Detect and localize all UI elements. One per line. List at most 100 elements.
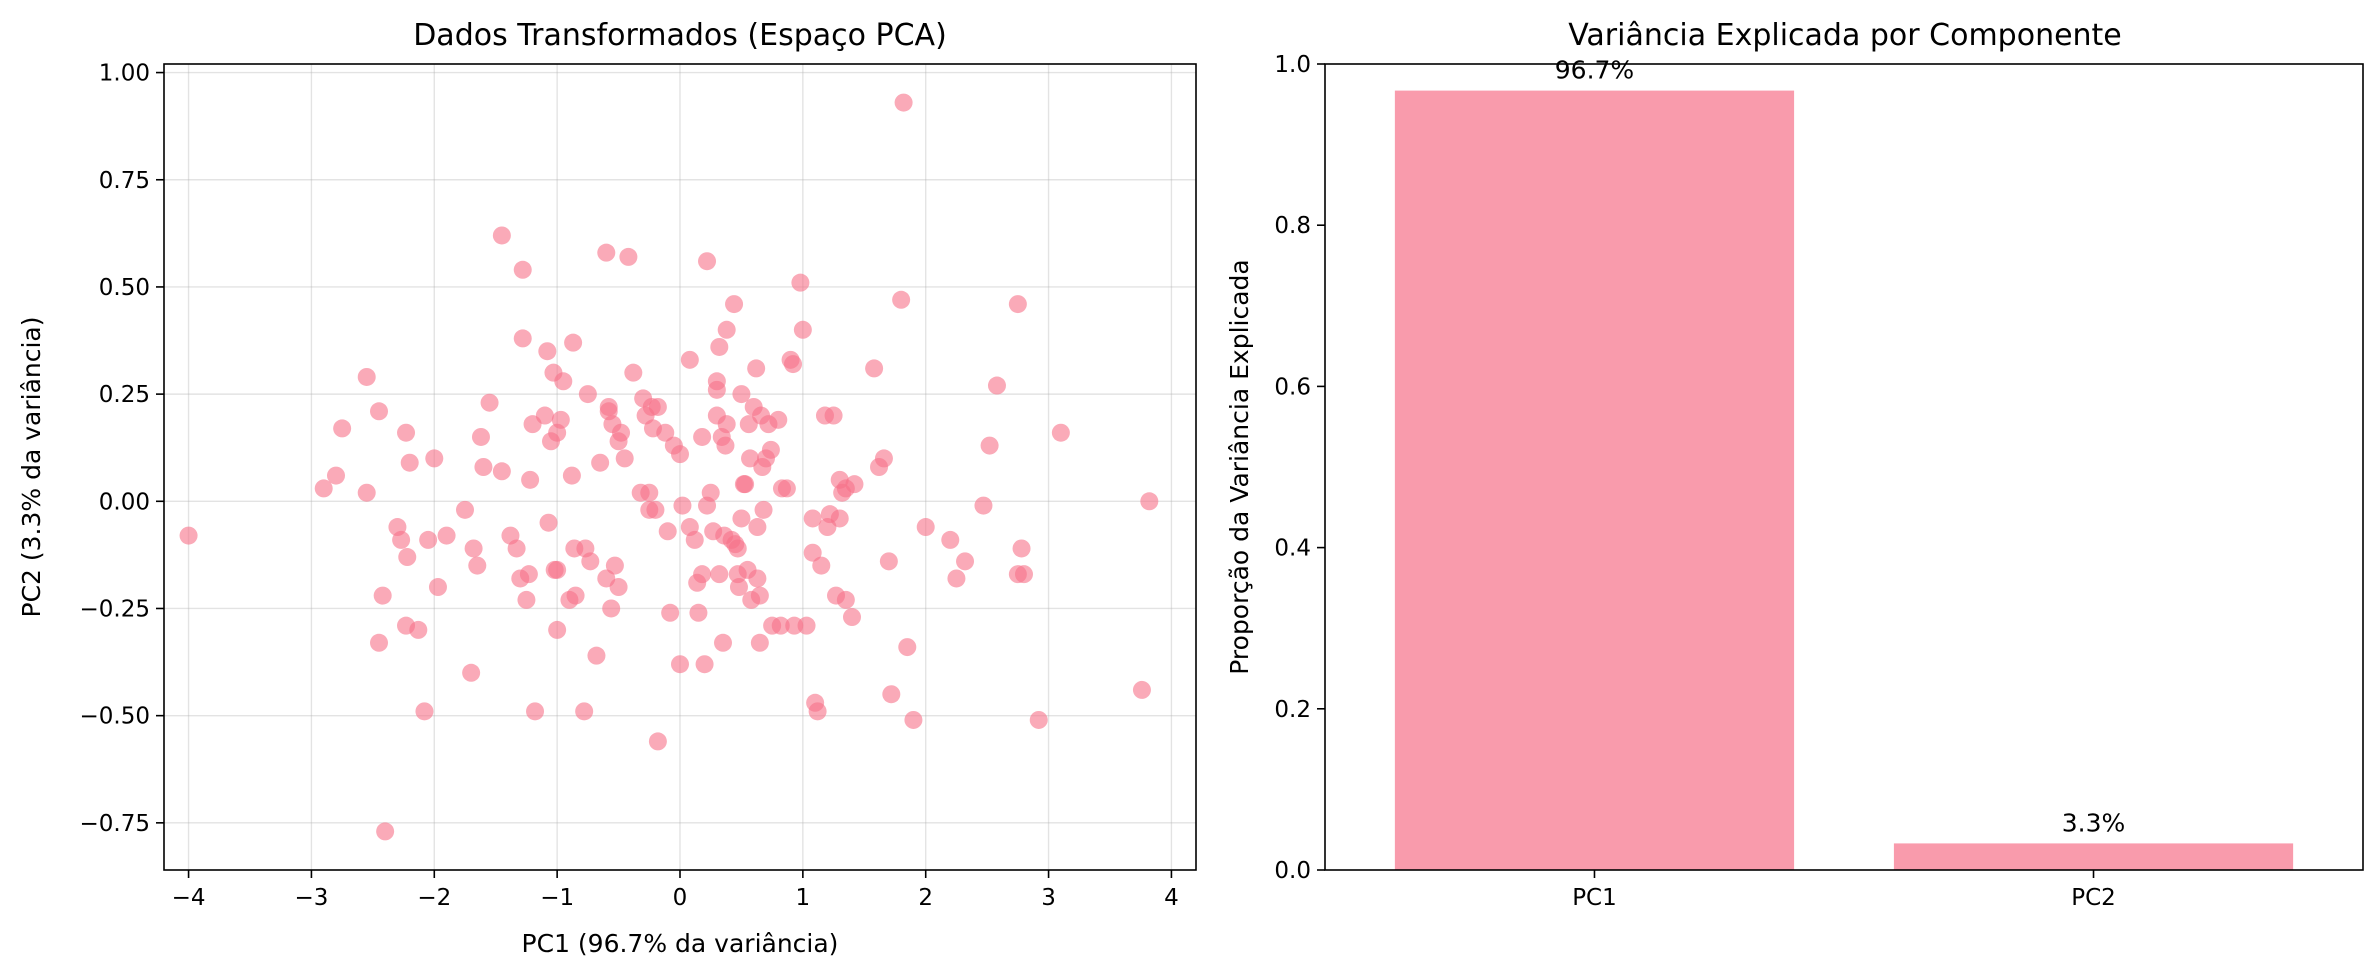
scatter-point bbox=[400, 453, 419, 472]
bar-pc2 bbox=[1893, 843, 2294, 870]
scatter-point bbox=[803, 543, 822, 562]
scatter-point bbox=[419, 530, 438, 549]
scatter-point bbox=[750, 586, 769, 605]
scatter-x-tick-label: 2 bbox=[918, 885, 933, 911]
scatter-point bbox=[564, 333, 583, 352]
scatter-point bbox=[710, 337, 729, 356]
scatter-point bbox=[728, 539, 747, 558]
scatter-point bbox=[179, 526, 198, 545]
scatter-point bbox=[526, 702, 545, 721]
scatter-point bbox=[370, 633, 388, 652]
scatter-point bbox=[894, 93, 913, 112]
scatter-point bbox=[370, 402, 388, 421]
scatter-point bbox=[698, 252, 717, 271]
scatter-point bbox=[916, 518, 935, 537]
scatter-point bbox=[513, 329, 532, 348]
scatter-point bbox=[736, 475, 755, 494]
scatter-point bbox=[609, 578, 628, 597]
scatter-point bbox=[714, 633, 732, 652]
scatter-point bbox=[464, 539, 483, 558]
scatter-point bbox=[578, 385, 597, 404]
scatter-point bbox=[974, 496, 993, 515]
scatter-point bbox=[648, 397, 667, 416]
scatter-point bbox=[597, 243, 616, 262]
scatter-x-tick-label: 0 bbox=[673, 885, 688, 911]
scatter-y-tick-label: 0.50 bbox=[99, 275, 150, 301]
scatter-y-ticks: −0.75 −0.50 −0.25 0.00 0.25 0.50 0.75 1.00 bbox=[80, 61, 164, 837]
scatter-point bbox=[803, 509, 822, 528]
bar-x-ticks: PC1 PC2 bbox=[1572, 870, 2116, 911]
bar-pc1 bbox=[1394, 90, 1795, 870]
scatter-panel: Dados Transformados (Espaço PCA) −4 −3 −2−… bbox=[17, 18, 1197, 958]
scatter-title: Dados Transformados (Espaço PCA) bbox=[413, 18, 947, 53]
scatter-point bbox=[701, 483, 720, 502]
bar-y-tick-label: 0.6 bbox=[1274, 374, 1311, 400]
scatter-y-tick-label: 0.75 bbox=[99, 168, 150, 194]
scatter-point bbox=[376, 822, 395, 841]
scatter-point bbox=[539, 513, 558, 532]
scatter-point bbox=[793, 320, 812, 339]
scatter-point bbox=[507, 539, 526, 558]
scatter-y-tick-label: −0.25 bbox=[80, 596, 150, 622]
scatter-point bbox=[587, 646, 606, 665]
scatter-point bbox=[519, 565, 538, 584]
scatter-point bbox=[398, 548, 417, 567]
scatter-point bbox=[658, 522, 677, 541]
scatter-point bbox=[689, 603, 708, 622]
scatter-point bbox=[551, 410, 570, 429]
bar-y-tick-label: 0.0 bbox=[1274, 858, 1311, 884]
scatter-point bbox=[409, 620, 428, 639]
scatter-point bbox=[602, 599, 621, 618]
scatter-point bbox=[685, 530, 704, 549]
scatter-point bbox=[791, 273, 810, 292]
scatter-point bbox=[824, 406, 843, 425]
scatter-point bbox=[865, 359, 884, 378]
scatter-x-tick-label: 4 bbox=[1164, 885, 1179, 911]
bar-x-tick-label: PC1 bbox=[1572, 885, 1617, 911]
scatter-point bbox=[456, 500, 474, 519]
scatter-point bbox=[845, 475, 864, 494]
scatter-point bbox=[415, 702, 434, 721]
scatter-point bbox=[695, 655, 714, 674]
scatter-point bbox=[474, 458, 493, 476]
scatter-x-tick-label: −2 bbox=[417, 885, 451, 911]
scatter-point bbox=[397, 423, 416, 442]
scatter-point bbox=[661, 603, 680, 622]
scatter-point bbox=[812, 556, 831, 575]
scatter-y-tick-label: 0.25 bbox=[99, 382, 150, 408]
scatter-point bbox=[646, 500, 665, 519]
scatter-point bbox=[612, 423, 631, 442]
bar-value-labels: 96.7% 3.3% bbox=[1555, 56, 2126, 838]
scatter-point bbox=[680, 350, 699, 369]
scatter-point bbox=[707, 380, 726, 399]
scatter-point bbox=[748, 518, 767, 537]
scatter-x-tick-label: −4 bbox=[172, 885, 206, 911]
scatter-point bbox=[904, 710, 923, 729]
scatter-point bbox=[492, 226, 511, 245]
scatter-point bbox=[1140, 492, 1159, 511]
bar-y-ticks: 0.0 0.2 0.4 0.6 0.8 1.0 bbox=[1274, 52, 1325, 884]
scatter-point bbox=[797, 616, 816, 635]
scatter-point bbox=[357, 483, 376, 502]
scatter-point bbox=[836, 590, 855, 609]
scatter-x-tick-label: −1 bbox=[540, 885, 574, 911]
scatter-y-tick-label: −0.50 bbox=[80, 704, 150, 730]
scatter-point bbox=[566, 586, 585, 605]
scatter-point bbox=[535, 406, 554, 425]
scatter-point bbox=[656, 423, 675, 442]
bar-value-label: 3.3% bbox=[2062, 808, 2126, 837]
scatter-point bbox=[729, 578, 748, 597]
scatter-point bbox=[480, 393, 499, 412]
scatter-point bbox=[732, 509, 751, 528]
scatter-point bbox=[717, 320, 736, 339]
scatter-point bbox=[882, 685, 901, 704]
scatter-point bbox=[747, 359, 766, 378]
scatter-point bbox=[492, 462, 511, 481]
scatter-point bbox=[513, 260, 532, 279]
scatter-point bbox=[874, 449, 893, 468]
scatter-point bbox=[717, 415, 736, 434]
bar-x-tick-label: PC2 bbox=[2071, 885, 2116, 911]
scatter-point bbox=[671, 655, 689, 674]
scatter-point bbox=[710, 565, 729, 584]
scatter-point bbox=[750, 633, 769, 652]
